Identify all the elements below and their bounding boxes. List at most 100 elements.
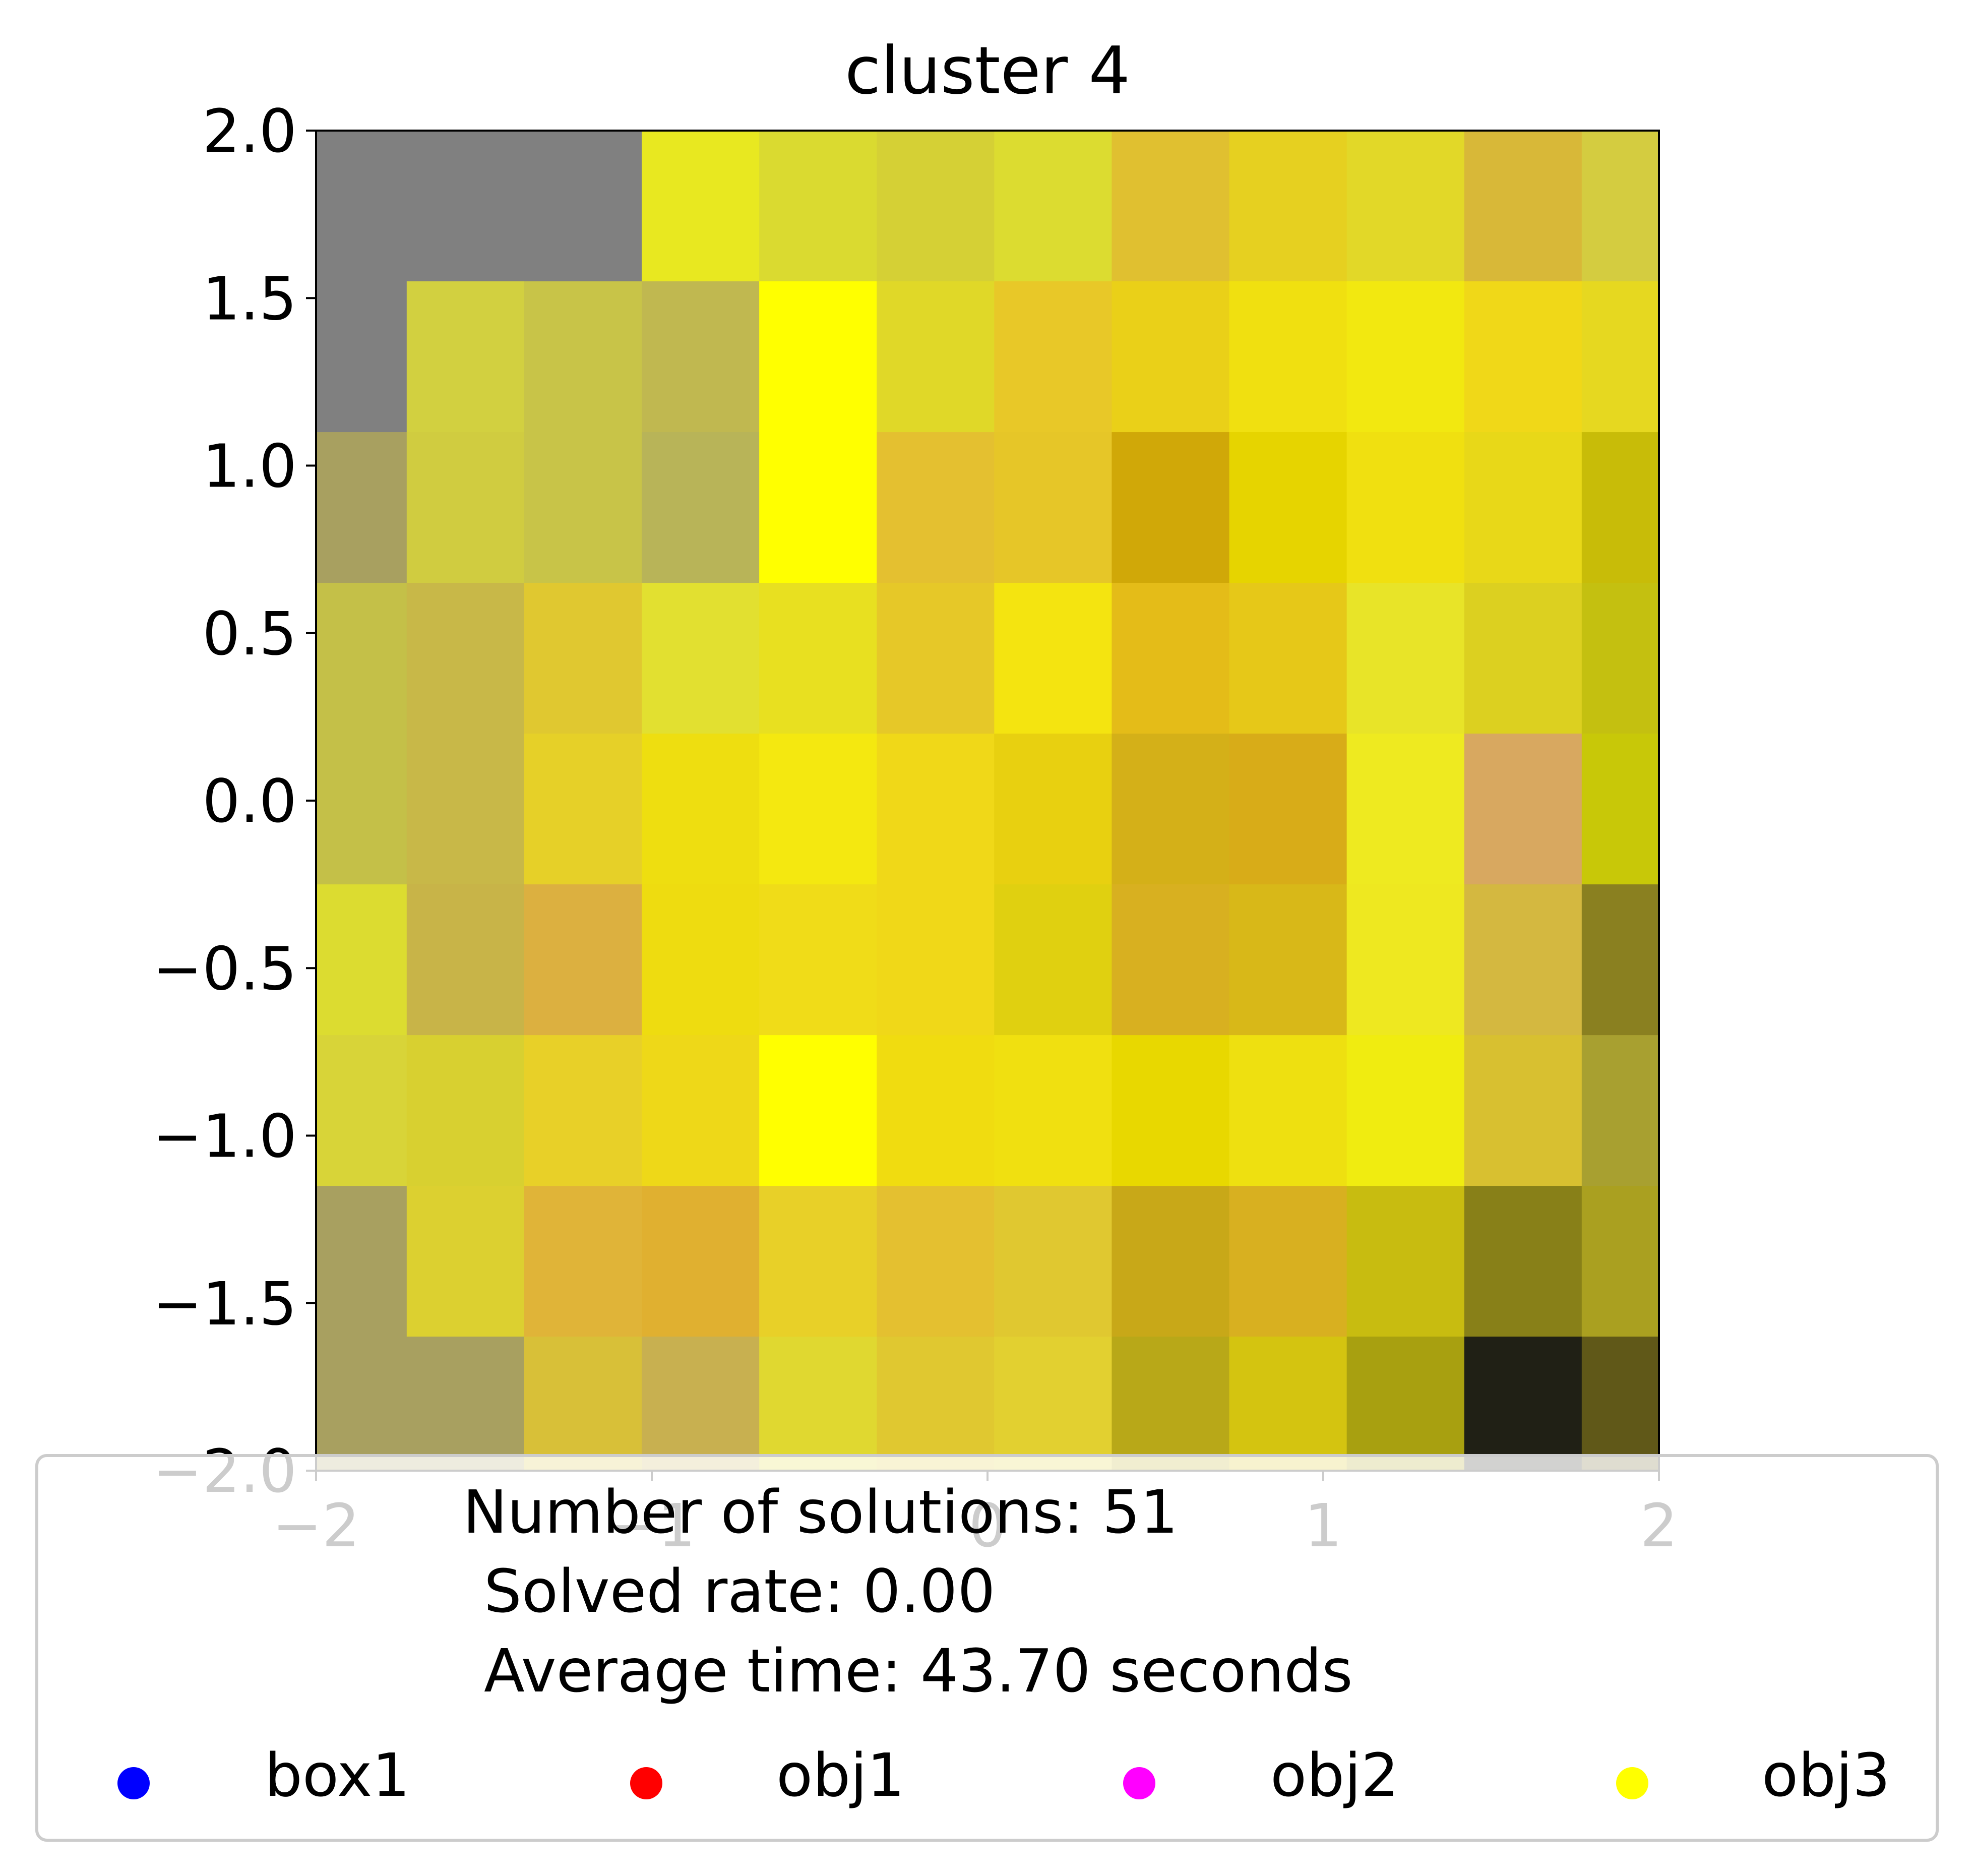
heatmap-cell <box>316 734 407 885</box>
heatmap-cell <box>759 1035 877 1186</box>
heatmap-cell <box>316 1337 407 1471</box>
heatmap-cell <box>877 1186 995 1337</box>
heatmap-cell <box>1464 583 1582 734</box>
y-tick-label: −0.5 <box>152 934 297 1003</box>
heatmap-cell <box>316 432 407 583</box>
legend-label-obj3: obj3 <box>1762 1740 1890 1810</box>
heatmap-cell <box>994 1337 1112 1471</box>
heatmap-cell <box>877 281 995 433</box>
heatmap-cell <box>406 432 525 583</box>
heatmap-cell <box>406 583 525 734</box>
heatmap-cell <box>1581 281 1659 433</box>
heatmap-cell <box>1346 1186 1465 1337</box>
y-tick-label: 1.5 <box>202 264 297 333</box>
heatmap-cell <box>1581 1186 1659 1337</box>
heatmap-cell <box>994 583 1112 734</box>
heatmap-cell <box>524 131 642 282</box>
heatmap-cell <box>642 583 760 734</box>
heatmap-cell <box>877 583 995 734</box>
legend-summary-line: Average time: 43.70 seconds <box>484 1636 1353 1706</box>
heatmap-cell <box>406 281 525 433</box>
heatmap-cell <box>877 1337 995 1471</box>
heatmap-cell <box>524 281 642 433</box>
heatmap-cell <box>1112 432 1230 583</box>
heatmap-cell <box>1112 1186 1230 1337</box>
heatmap-cell <box>642 1186 760 1337</box>
heatmap-cell <box>642 884 760 1036</box>
heatmap-cell <box>1229 1035 1347 1186</box>
heatmap-cell <box>1229 734 1347 885</box>
heatmap-cell <box>524 734 642 885</box>
heatmap-cell <box>1229 1337 1347 1471</box>
legend-summary-line: Number of solutions: 51 <box>463 1477 1178 1547</box>
heatmap-cell <box>1464 1035 1582 1186</box>
heatmap-cell <box>1464 734 1582 885</box>
heatmap-cell <box>994 884 1112 1036</box>
heatmap-cell <box>642 1337 760 1471</box>
heatmap-cell <box>1112 1337 1230 1471</box>
y-tick-label: 2.0 <box>202 96 297 166</box>
heatmap-cell <box>406 884 525 1036</box>
legend-entries: box1 obj1 obj2 obj3 <box>117 1740 1890 1810</box>
heatmap-cell <box>1229 583 1347 734</box>
y-tick-label: 1.0 <box>202 432 297 501</box>
heatmap-cell <box>642 131 760 282</box>
heatmap-cell <box>1581 734 1659 885</box>
heatmap-cell <box>1112 1035 1230 1186</box>
heatmap-cell <box>642 1035 760 1186</box>
heatmap-cell <box>1346 432 1465 583</box>
heatmap-cell <box>1346 131 1465 282</box>
heatmap-cell <box>1581 131 1659 282</box>
heatmap-cell <box>994 281 1112 433</box>
heatmap-cell <box>316 281 407 433</box>
heatmap-cell <box>1464 432 1582 583</box>
heatmap-cell <box>406 734 525 885</box>
heatmap-cell <box>524 583 642 734</box>
heatmap-cell <box>1464 131 1582 282</box>
legend-label-obj2: obj2 <box>1270 1740 1399 1810</box>
heatmap-cell <box>1229 131 1347 282</box>
heatmap-cell <box>1581 432 1659 583</box>
heatmap-cell <box>1112 281 1230 433</box>
legend-marker-obj1 <box>630 1767 662 1799</box>
heatmap-cell <box>1229 281 1347 433</box>
heatmap-cell <box>1464 884 1582 1036</box>
heatmap-cell <box>1112 734 1230 885</box>
heatmap-cell <box>1229 1186 1347 1337</box>
heatmap-cell <box>1346 1035 1465 1186</box>
heatmap-cell <box>877 734 995 885</box>
heatmap-cell <box>406 131 525 282</box>
legend-marker-obj3 <box>1616 1767 1648 1799</box>
heatmap-cell <box>316 583 407 734</box>
heatmap-cell <box>877 884 995 1036</box>
heatmap-cell <box>524 1337 642 1471</box>
heatmap-cell <box>994 1035 1112 1186</box>
heatmap-cell <box>1112 583 1230 734</box>
heatmap-cell <box>1464 1337 1582 1471</box>
y-tick-label: 0.5 <box>202 599 297 669</box>
heatmap-cell <box>759 1337 877 1471</box>
heatmap-cell <box>877 432 995 583</box>
heatmap-cell <box>877 131 995 282</box>
heatmap-cell <box>406 1035 525 1186</box>
heatmap-cell <box>1464 1186 1582 1337</box>
legend-marker-obj2 <box>1123 1767 1155 1799</box>
heatmap-cell <box>759 583 877 734</box>
heatmap-cell <box>524 884 642 1036</box>
heatmap-cell <box>406 1186 525 1337</box>
heatmap-cell <box>1112 884 1230 1036</box>
heatmap-cell <box>1346 583 1465 734</box>
heatmap-cell <box>759 131 877 282</box>
heatmap-cell <box>1581 884 1659 1036</box>
heatmap-cell <box>1346 1337 1465 1471</box>
legend-marker-box1 <box>117 1767 150 1799</box>
heatmap-cell <box>877 1035 995 1186</box>
heatmap-cell <box>759 734 877 885</box>
heatmap-cell <box>316 1035 407 1186</box>
heatmap-cell <box>1581 1337 1659 1471</box>
legend-box <box>35 1454 1939 1842</box>
heatmap-cell <box>642 734 760 885</box>
heatmap-cell <box>759 884 877 1036</box>
heatmap-cell <box>1346 734 1465 885</box>
